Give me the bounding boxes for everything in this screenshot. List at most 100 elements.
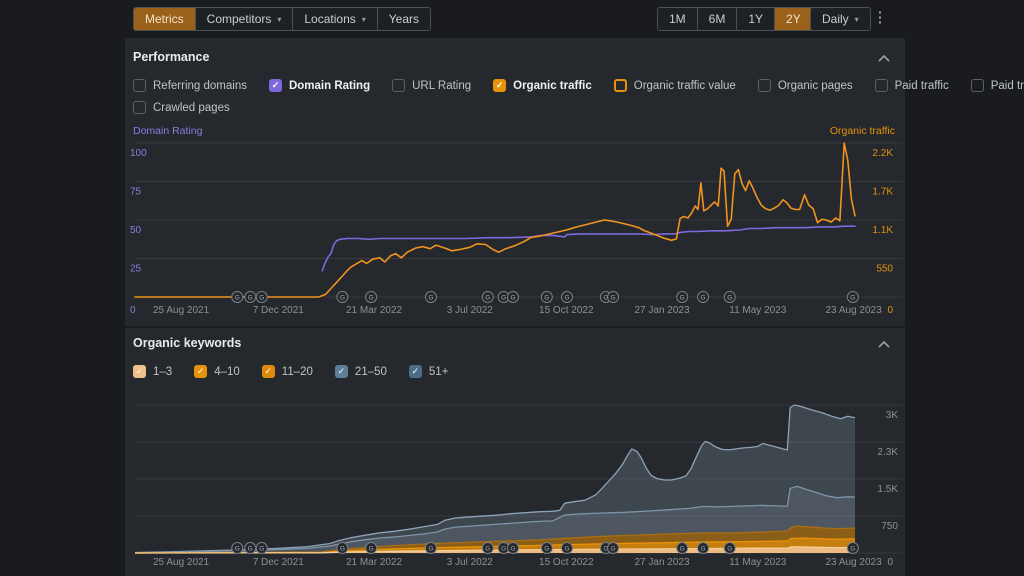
checkbox-4-10[interactable]: ✓ 4–10 xyxy=(194,365,240,378)
interval-button[interactable]: Daily ▾ xyxy=(811,8,870,30)
google-update-marker[interactable]: G xyxy=(231,542,244,554)
google-update-marker[interactable]: G xyxy=(676,291,689,303)
range-button-1m[interactable]: 1M xyxy=(658,8,698,30)
toolbar-button-metrics[interactable]: Metrics xyxy=(134,8,196,30)
checkbox-paid-traffic-cost[interactable]: Paid traffic cost xyxy=(970,79,1024,92)
checkbox-crawled-pages[interactable]: Crawled pages xyxy=(133,101,230,114)
google-update-marker[interactable]: G xyxy=(231,291,244,303)
tick-label: 7 Dec 2021 xyxy=(253,557,305,568)
tick-label: G xyxy=(510,546,515,553)
google-update-marker[interactable]: G xyxy=(244,291,257,303)
tick-label: G xyxy=(510,295,515,302)
tick-label: G xyxy=(248,546,253,553)
checkbox-label: URL Rating xyxy=(412,79,472,92)
range-button-2y[interactable]: 2Y xyxy=(775,8,813,30)
google-update-marker[interactable]: G xyxy=(507,291,519,303)
checkbox-organic-traffic[interactable]: ✓ Organic traffic xyxy=(493,79,592,92)
area-top-line-4-10 xyxy=(134,537,856,554)
button-label: 2Y xyxy=(786,12,801,26)
tick-label: 11 May 2023 xyxy=(729,305,787,316)
button-label: Competitors xyxy=(206,12,272,26)
google-update-marker[interactable]: G xyxy=(676,542,689,554)
area-51 xyxy=(135,405,855,553)
google-update-marker[interactable]: G xyxy=(424,542,437,554)
google-update-marker[interactable]: G xyxy=(697,542,710,554)
tick-label: 1.1K xyxy=(872,225,893,236)
tick-label: 25 xyxy=(130,264,142,275)
collapse-organic-keywords-icon[interactable] xyxy=(877,340,891,350)
checkbox-11-20[interactable]: ✓ 11–20 xyxy=(261,365,313,378)
tick-label: G xyxy=(485,546,490,553)
google-update-marker[interactable]: G xyxy=(607,291,620,303)
google-update-marker[interactable]: G xyxy=(697,291,710,303)
google-update-marker[interactable]: G xyxy=(846,291,859,303)
google-update-marker[interactable]: G xyxy=(561,542,573,554)
tick-label: 21 Mar 2022 xyxy=(346,557,403,568)
tick-label: G xyxy=(369,546,374,553)
more-menu-icon[interactable]: ⋮ xyxy=(872,9,888,26)
tick-label: 7 Dec 2021 xyxy=(253,305,305,316)
google-update-marker[interactable]: G xyxy=(424,291,437,303)
tick-label: G xyxy=(544,546,549,553)
tick-label: G xyxy=(428,546,433,553)
content-panel: Performance Referring domains ✓ Domain Rat… xyxy=(125,38,1024,576)
checkbox-label: Organic traffic xyxy=(513,79,592,92)
tick-label: 1.7K xyxy=(872,187,893,198)
checkbox-url-rating[interactable]: URL Rating xyxy=(392,79,471,92)
google-update-marker[interactable]: G xyxy=(365,291,378,303)
tick-label: G xyxy=(369,295,374,302)
tick-label: 15 Oct 2022 xyxy=(539,305,594,316)
google-update-marker[interactable]: G xyxy=(255,542,268,554)
collapse-performance-icon[interactable] xyxy=(877,54,891,64)
range-button-1y[interactable]: 1Y xyxy=(737,8,776,30)
checkbox-label: Referring domains xyxy=(153,79,247,92)
organic-keywords-section-title: Organic keywords xyxy=(133,336,242,350)
google-update-marker[interactable]: G xyxy=(244,542,257,554)
google-update-marker[interactable]: G xyxy=(255,291,268,303)
tick-label: G xyxy=(727,546,732,553)
checkbox-1-3[interactable]: ✓ 1–3 xyxy=(133,365,172,378)
toolbar-left-group: Metrics Competitors ▾ Locations ▾ Years xyxy=(133,7,432,31)
performance-chart[interactable]: 100 75 50 25 2.2K 1.7K 1.1K 550 G G G G G G G G G G G G G G G G… xyxy=(125,138,905,324)
google-update-marker[interactable]: G xyxy=(561,291,573,303)
tick-label: 750 xyxy=(881,521,898,532)
tick-label: G xyxy=(501,546,506,553)
checkbox-51[interactable]: ✓ 51+ xyxy=(408,365,448,378)
google-update-marker[interactable]: G xyxy=(540,291,553,303)
checkbox-checked-icon: ✓ xyxy=(493,79,507,92)
checkbox-organic-traffic-value[interactable]: Organic traffic value xyxy=(613,79,736,92)
google-update-marker[interactable]: G xyxy=(607,542,620,554)
tick-label: G xyxy=(485,295,490,302)
google-update-marker[interactable]: G xyxy=(481,291,494,303)
tick-label: G xyxy=(340,295,345,302)
google-update-marker[interactable]: G xyxy=(723,542,736,554)
toolbar-button-years[interactable]: Years xyxy=(378,8,430,30)
interval-button-label: Daily xyxy=(822,12,849,26)
toolbar-button-competitors[interactable]: Competitors ▾ xyxy=(196,8,294,30)
checkbox-checked-icon: ✓ xyxy=(268,79,282,92)
checkbox-referring-domains[interactable]: Referring domains xyxy=(133,79,247,92)
checkbox-21-50[interactable]: ✓ 21–50 xyxy=(334,365,387,378)
checkbox-domain-rating[interactable]: ✓ Domain Rating xyxy=(268,79,370,92)
checkbox-label: 21–50 xyxy=(354,365,387,378)
series-line-organic-traffic xyxy=(134,142,856,298)
google-update-marker[interactable]: G xyxy=(336,542,349,554)
toolbar-button-locations[interactable]: Locations ▾ xyxy=(293,8,378,30)
tick-label: G xyxy=(235,295,240,302)
google-update-marker[interactable]: G xyxy=(846,542,859,554)
checkbox-organic-pages[interactable]: Organic pages xyxy=(757,79,853,92)
checkbox-paid-traffic[interactable]: Paid traffic xyxy=(874,79,949,92)
google-update-marker[interactable]: G xyxy=(507,542,519,554)
google-update-marker[interactable]: G xyxy=(365,542,378,554)
checkbox-label: 1–3 xyxy=(153,365,173,378)
organic-keywords-chart[interactable]: 3K 2.3K 1.5K 750 G G G G G G G G G G G G G G G G G 25 Aug 202… xyxy=(125,388,905,576)
range-button-6m[interactable]: 6M xyxy=(698,8,738,30)
tick-label: 25 Aug 2021 xyxy=(153,557,210,568)
google-update-marker[interactable]: G xyxy=(540,542,553,554)
google-update-marker[interactable]: G xyxy=(723,291,736,303)
google-update-marker[interactable]: G xyxy=(481,542,494,554)
series-line-domain-rating xyxy=(321,225,856,272)
tick-label: 23 Aug 2023 xyxy=(825,557,882,568)
google-update-marker[interactable]: G xyxy=(336,291,349,303)
section-divider xyxy=(125,326,905,328)
